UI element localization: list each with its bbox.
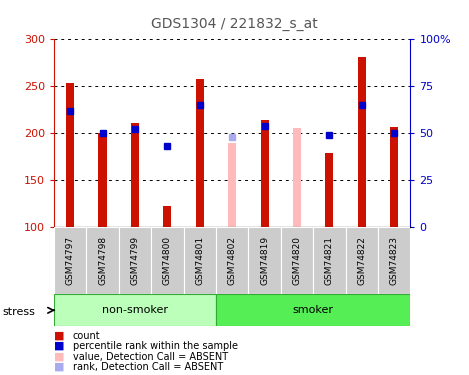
Text: ■: ■ — [54, 341, 64, 351]
Bar — [378, 227, 410, 294]
Text: non-smoker: non-smoker — [102, 305, 168, 315]
Bar — [260, 120, 269, 227]
Bar — [216, 294, 410, 326]
Bar — [216, 227, 249, 294]
Bar — [313, 227, 346, 294]
Bar — [66, 84, 74, 227]
Bar — [249, 227, 281, 294]
Text: GDS1304 / 221832_s_at: GDS1304 / 221832_s_at — [151, 17, 318, 31]
Text: ■: ■ — [54, 331, 64, 340]
Text: GSM74821: GSM74821 — [325, 236, 334, 285]
Text: GSM74822: GSM74822 — [357, 236, 366, 285]
Text: GSM74799: GSM74799 — [130, 236, 139, 285]
Text: percentile rank within the sample: percentile rank within the sample — [73, 341, 238, 351]
Bar — [196, 79, 204, 227]
Text: rank, Detection Call = ABSENT: rank, Detection Call = ABSENT — [73, 362, 223, 372]
Bar — [325, 153, 333, 227]
Text: GSM74802: GSM74802 — [227, 236, 237, 285]
Bar — [281, 227, 313, 294]
Text: smoker: smoker — [293, 305, 333, 315]
Text: GSM74798: GSM74798 — [98, 236, 107, 285]
Bar — [131, 123, 139, 227]
Bar — [54, 227, 86, 294]
Bar — [390, 127, 398, 227]
Text: GSM74800: GSM74800 — [163, 236, 172, 285]
Bar — [119, 227, 151, 294]
Text: value, Detection Call = ABSENT: value, Detection Call = ABSENT — [73, 352, 228, 362]
Bar — [98, 133, 106, 227]
Bar — [346, 227, 378, 294]
Bar — [183, 227, 216, 294]
Text: ■: ■ — [54, 362, 64, 372]
Text: GSM74801: GSM74801 — [195, 236, 204, 285]
Text: GSM74797: GSM74797 — [66, 236, 75, 285]
Bar — [228, 142, 236, 227]
Text: ■: ■ — [54, 352, 64, 362]
Bar — [293, 128, 301, 227]
Text: GSM74819: GSM74819 — [260, 236, 269, 285]
Text: count: count — [73, 331, 100, 340]
Bar — [54, 294, 216, 326]
Bar — [163, 206, 171, 227]
Bar — [86, 227, 119, 294]
Text: GSM74820: GSM74820 — [293, 236, 302, 285]
Bar — [358, 57, 366, 227]
Text: GSM74823: GSM74823 — [390, 236, 399, 285]
Text: stress: stress — [2, 307, 35, 317]
Bar — [151, 227, 183, 294]
